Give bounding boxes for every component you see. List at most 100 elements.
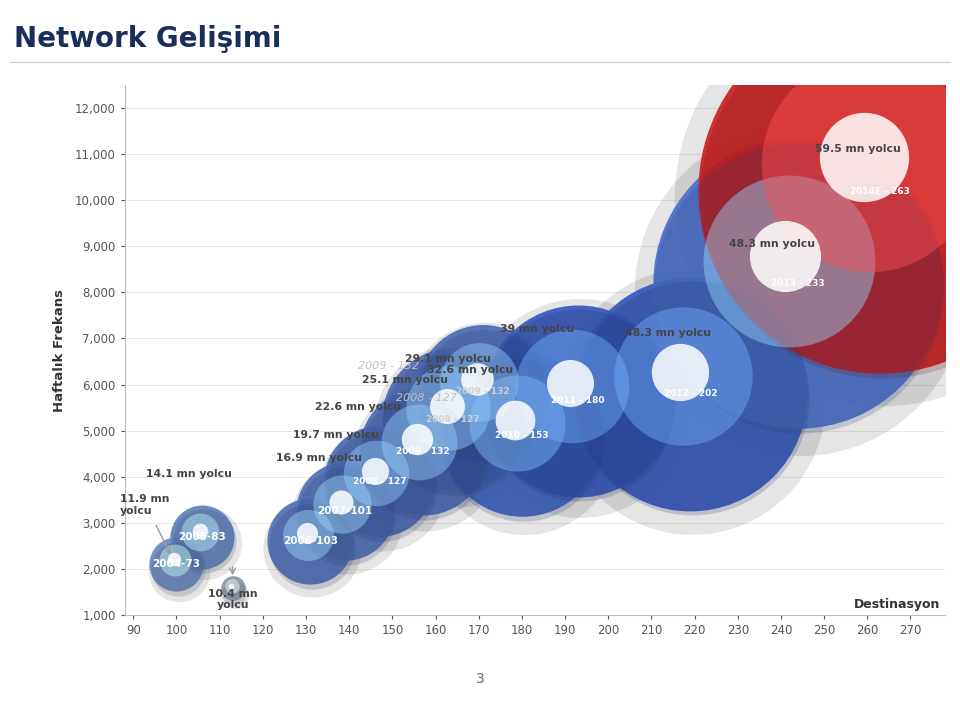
- Point: [509, 418, 524, 429]
- Text: 25.1 mn yolcu: 25.1 mn yolcu: [362, 374, 448, 385]
- Point: [224, 580, 239, 592]
- Point: [477, 393, 492, 404]
- Point: [409, 434, 424, 445]
- Point: [683, 388, 698, 400]
- Point: [476, 390, 492, 402]
- Point: [469, 374, 485, 385]
- Point: [367, 465, 382, 477]
- Point: [417, 453, 432, 464]
- Point: [778, 250, 793, 261]
- Point: [445, 414, 461, 425]
- Point: [447, 421, 463, 432]
- Text: 2010 - 153: 2010 - 153: [495, 430, 548, 440]
- Point: [167, 554, 182, 566]
- Point: [781, 256, 797, 267]
- Point: [228, 590, 243, 601]
- Text: Network Gelişimi: Network Gelişimi: [14, 25, 282, 53]
- Text: 16.9 mn yolcu: 16.9 mn yolcu: [276, 453, 362, 463]
- Text: 2008 - 127: 2008 - 127: [352, 477, 406, 486]
- Point: [792, 283, 807, 294]
- Point: [873, 186, 888, 197]
- Point: [684, 393, 699, 404]
- Point: [516, 434, 531, 445]
- Text: 2006-103: 2006-103: [283, 536, 338, 546]
- Text: 2009 - 132: 2009 - 132: [396, 447, 449, 456]
- Point: [411, 436, 426, 447]
- Text: 2014E - 263: 2014E - 263: [851, 186, 910, 196]
- Point: [300, 529, 315, 540]
- Point: [304, 543, 320, 554]
- Text: 11.9 mn
yolcu: 11.9 mn yolcu: [120, 494, 170, 516]
- Point: [572, 402, 588, 413]
- Point: [570, 395, 586, 407]
- Point: [446, 418, 462, 429]
- Text: 32.6 mn yolcu: 32.6 mn yolcu: [427, 365, 513, 375]
- Point: [861, 158, 876, 170]
- Text: 2012 - 202: 2012 - 202: [663, 389, 717, 398]
- Text: 2004-73: 2004-73: [153, 559, 201, 569]
- Point: [793, 285, 808, 296]
- Text: 29.1 mn yolcu: 29.1 mn yolcu: [405, 354, 492, 364]
- Point: [225, 583, 240, 594]
- Text: 2008 - 127: 2008 - 127: [426, 414, 480, 423]
- Text: 22.6 mn yolcu: 22.6 mn yolcu: [315, 402, 400, 412]
- Text: Destinasyon: Destinasyon: [854, 598, 941, 611]
- Point: [441, 403, 456, 414]
- Point: [562, 377, 577, 388]
- Point: [192, 525, 207, 536]
- Text: 48.3 mn yolcu: 48.3 mn yolcu: [729, 238, 815, 249]
- Point: [417, 450, 432, 461]
- Point: [675, 371, 690, 382]
- Point: [507, 414, 522, 426]
- Text: 19.7 mn yolcu: 19.7 mn yolcu: [293, 430, 379, 440]
- Text: 2005-83: 2005-83: [179, 531, 227, 542]
- Point: [372, 476, 387, 487]
- Point: [170, 563, 185, 574]
- Point: [171, 566, 186, 577]
- Text: 48.3 mn yolcu: 48.3 mn yolcu: [626, 329, 711, 339]
- Point: [339, 510, 354, 522]
- Point: [415, 446, 430, 457]
- Point: [227, 587, 242, 599]
- Text: 2009 - 132: 2009 - 132: [456, 387, 510, 396]
- Point: [790, 278, 805, 289]
- Point: [193, 526, 208, 538]
- Point: [875, 192, 890, 203]
- Text: 2011 - 180: 2011 - 180: [551, 396, 605, 405]
- Text: 2008 - 127: 2008 - 127: [396, 393, 457, 403]
- Point: [373, 482, 389, 494]
- Text: 3: 3: [475, 672, 485, 686]
- Point: [439, 400, 454, 411]
- Point: [475, 386, 491, 397]
- Point: [684, 395, 700, 407]
- Point: [515, 430, 530, 441]
- Point: [304, 540, 320, 552]
- Text: 2007-101: 2007-101: [317, 506, 372, 516]
- Text: 14.1 mn yolcu: 14.1 mn yolcu: [146, 469, 232, 479]
- Point: [369, 468, 384, 479]
- Text: 2013 - 233: 2013 - 233: [772, 279, 825, 287]
- Point: [299, 528, 314, 539]
- Point: [333, 496, 348, 508]
- Point: [196, 536, 211, 547]
- Point: [471, 376, 487, 387]
- Point: [337, 505, 352, 517]
- Point: [564, 381, 580, 392]
- Point: [672, 367, 687, 378]
- Point: [166, 554, 181, 565]
- Point: [302, 536, 318, 547]
- Text: 2009 - 132: 2009 - 132: [357, 361, 419, 371]
- Point: [373, 480, 389, 491]
- Point: [169, 559, 184, 570]
- Point: [874, 190, 889, 201]
- Y-axis label: Haftalık Frekans: Haftalık Frekans: [54, 289, 66, 411]
- Point: [334, 498, 349, 510]
- Point: [516, 437, 532, 448]
- Point: [224, 580, 239, 592]
- Point: [571, 400, 587, 411]
- Point: [195, 531, 210, 542]
- Point: [856, 151, 872, 163]
- Text: 10.4 mn
yolcu: 10.4 mn yolcu: [207, 589, 257, 611]
- Text: 39 mn yolcu: 39 mn yolcu: [500, 324, 574, 334]
- Point: [339, 512, 354, 524]
